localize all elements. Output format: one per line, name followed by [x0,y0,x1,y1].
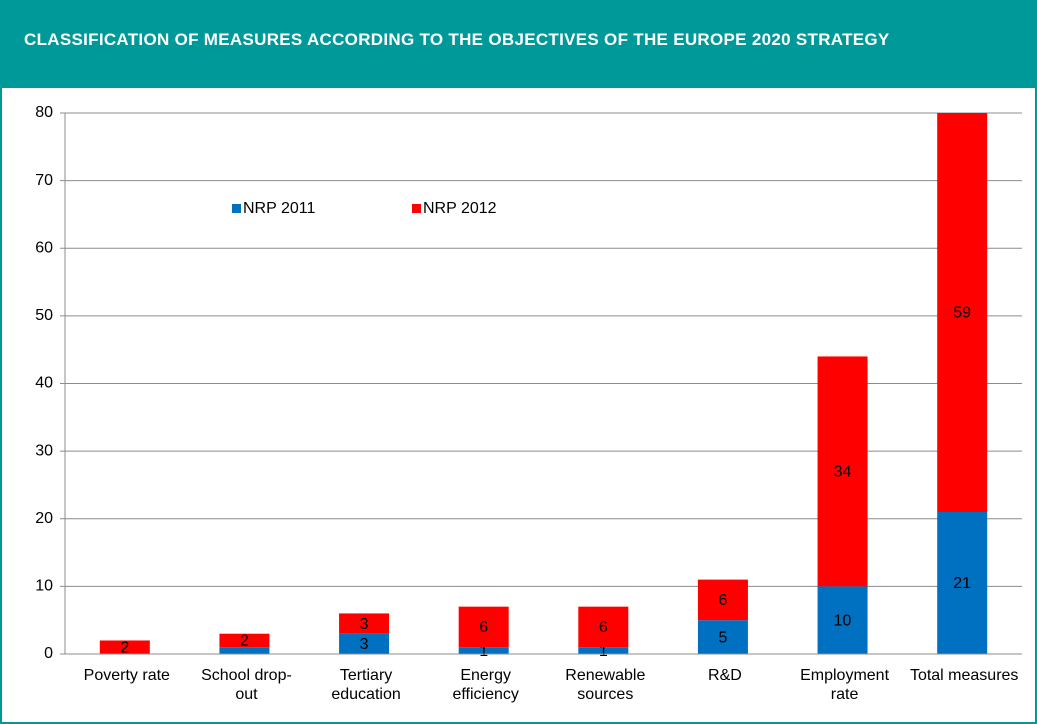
y-tick-label: 0 [44,645,53,662]
chart-title: CLASSIFICATION OF MEASURES ACCORDING TO … [24,30,890,49]
y-tick-label: 30 [35,442,53,459]
data-label: 2 [240,633,249,650]
bar-segment [937,113,988,512]
bar-segment [458,647,509,654]
data-label: 59 [953,305,971,322]
data-label: 10 [834,612,852,629]
data-label: 5 [718,629,727,646]
y-tick-label: 70 [35,172,53,189]
x-tick-label: Total measures [909,667,1019,684]
x-tick-label: R&D [708,667,742,684]
legend-swatch [412,204,421,213]
data-label: 1 [599,643,608,660]
y-tick-label: 10 [35,578,53,595]
bar-segment [339,633,390,654]
header-band [2,2,1035,88]
bar-segment [817,356,868,587]
y-tick-label: 80 [35,104,53,121]
x-tick-label: Renewable sources [565,667,646,703]
bar-segment [339,613,390,634]
legend-swatch [232,204,241,213]
bar-segment [697,620,748,654]
data-label: 6 [479,619,488,636]
x-tick-label: Employment rate [800,667,890,703]
data-label: 3 [360,636,369,653]
bar-segment [99,640,150,654]
data-label: 21 [953,575,971,592]
bar-segment [937,511,988,654]
data-label: 6 [718,592,727,609]
legend-label: NRP 2012 [423,200,497,217]
x-tick-label: Tertiary education [331,667,401,703]
y-tick-label: 20 [35,510,53,527]
bar-segment [817,586,868,654]
bar-segment [219,633,270,648]
legend-label: NRP 2011 [243,200,315,217]
bar-segment [697,579,748,621]
data-label: 6 [599,619,608,636]
data-label: 1 [479,643,488,660]
x-tick-label: School drop-out [201,667,292,703]
data-label: 34 [834,464,852,481]
bar-segment [219,647,270,654]
x-tick-label: Poverty rate [83,667,170,684]
data-label: 2 [120,639,129,656]
y-tick-label: 60 [35,239,53,256]
y-tick-label: 40 [35,375,53,392]
data-label: 3 [360,616,369,633]
x-tick-label: Energy efficiency [452,667,519,703]
bar-segment [458,606,509,648]
bar-segment [578,606,629,648]
bar-segment [578,647,629,654]
y-tick-label: 50 [35,307,53,324]
